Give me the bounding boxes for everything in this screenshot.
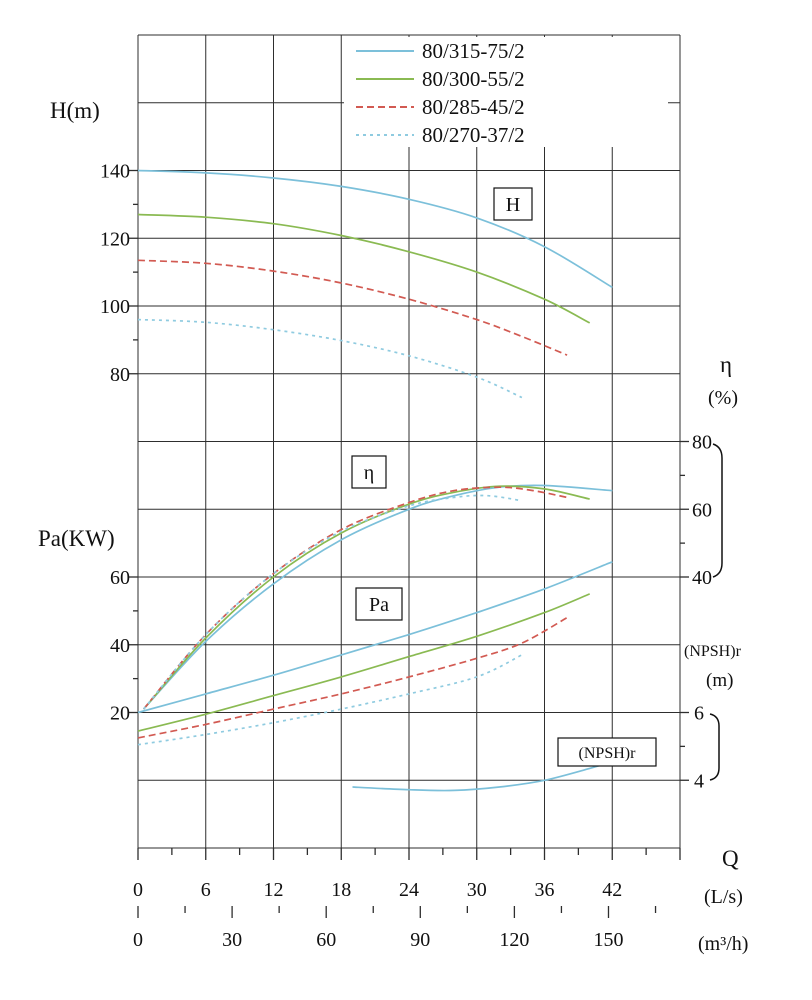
axis-ticks <box>129 169 689 918</box>
curve-tag-box-h <box>493 187 533 221</box>
curve-tag-label-npsh: (NPSH)r <box>579 745 637 762</box>
curve-tag-npsh: (NPSH)r <box>557 737 657 767</box>
npsh-tick-label-6: 6 <box>694 703 704 725</box>
axis-titles: H(m) Pa(KW) η (%) (NPSH)r (m) Q (L/s) (m… <box>38 98 748 955</box>
curve-tag-pa: Pa <box>355 587 403 621</box>
eta-axis-unit: (%) <box>708 387 738 409</box>
curves <box>137 169 613 792</box>
legend-label: 80/300-55/2 <box>422 67 525 91</box>
q-axis-unit-m3h: (m³/h) <box>698 933 748 955</box>
q-ls-label-18: 18 <box>331 879 351 901</box>
curve-tag-h: H <box>493 187 533 221</box>
q-ls-label-6: 6 <box>201 879 211 901</box>
curve-Pa-300 <box>137 593 591 732</box>
npsh-range-bracket <box>709 713 720 781</box>
legend-label: 80/315-75/2 <box>422 39 525 63</box>
legend-bg <box>344 37 668 147</box>
pa-tick-label-60: 60 <box>110 567 130 589</box>
q-m3h-label-0: 0 <box>133 929 143 951</box>
q-m3h-label-120: 120 <box>499 929 529 951</box>
q-axis-unit-ls: (L/s) <box>704 886 743 908</box>
h-tick-label-120: 120 <box>100 228 130 250</box>
legend-item-80/285-45/2: 80/285-45/2 <box>356 95 525 119</box>
legend-label: 80/270-37/2 <box>422 123 525 147</box>
q-m3h-label-30: 30 <box>222 929 242 951</box>
curve-H-315 <box>137 169 613 289</box>
legend-item-80/270-37/2: 80/270-37/2 <box>356 123 525 147</box>
curve-tag-label-pa: Pa <box>369 594 389 616</box>
curve-tag-box-pa <box>355 587 403 621</box>
curve-tag-label-h: H <box>506 194 520 216</box>
curve-H-300 <box>137 213 591 324</box>
pa-tick-label-40: 40 <box>110 635 130 657</box>
curve-eta-315 <box>142 484 613 710</box>
h-tick-label-100: 100 <box>100 296 130 318</box>
npsh-tick-label-4: 4 <box>694 770 704 792</box>
curve-eta-270 <box>142 494 523 710</box>
q-ls-label-0: 0 <box>133 879 143 901</box>
curve-H-285 <box>137 259 568 356</box>
q-ls-label-30: 30 <box>467 879 487 901</box>
pa-axis-title: Pa(KW) <box>38 526 115 551</box>
pa-tick-label-20: 20 <box>110 703 130 725</box>
q-ls-label-12: 12 <box>264 879 284 901</box>
eta-tick-label-40: 40 <box>692 567 712 589</box>
curve-eta-285 <box>142 486 568 710</box>
curve-tag-box-eta <box>351 455 387 489</box>
eta-range-bracket <box>712 443 723 578</box>
curve-Pa-285 <box>137 616 568 739</box>
legend-item-80/300-55/2: 80/300-55/2 <box>356 67 525 91</box>
curve-H-270 <box>137 318 523 399</box>
q-axis-title: Q <box>722 846 739 871</box>
q-ls-label-24: 24 <box>399 879 419 901</box>
h-axis-title: H(m) <box>50 98 100 123</box>
q-m3h-label-150: 150 <box>593 929 623 951</box>
q-ls-label-36: 36 <box>535 879 555 901</box>
legend: 80/315-75/2 80/300-55/2 80/285-45/2 80/270-… <box>344 37 668 147</box>
eta-tick-label-80: 80 <box>692 432 712 454</box>
h-tick-label-80: 80 <box>110 364 130 386</box>
eta-tick-label-60: 60 <box>692 499 712 521</box>
curve-Pa-315 <box>137 561 613 714</box>
npsh-axis-unit: (m) <box>706 670 733 691</box>
npsh-axis-title: (NPSH)r <box>684 643 742 660</box>
curve-NPSH-315 <box>352 760 613 792</box>
legend-label: 80/285-45/2 <box>422 95 525 119</box>
eta-axis-title: η <box>720 352 732 377</box>
legend-item-80/315-75/2: 80/315-75/2 <box>356 39 525 63</box>
q-ls-label-42: 42 <box>602 879 622 901</box>
h-tick-label-140: 140 <box>100 161 130 183</box>
curve-tag-eta: η <box>351 455 387 489</box>
curve-Pa-270 <box>137 654 523 746</box>
q-m3h-label-60: 60 <box>316 929 336 951</box>
curve-tag-label-eta: η <box>364 462 374 484</box>
q-m3h-label-90: 90 <box>410 929 430 951</box>
grid <box>137 34 681 849</box>
curve-tag-box-npsh <box>557 737 657 767</box>
